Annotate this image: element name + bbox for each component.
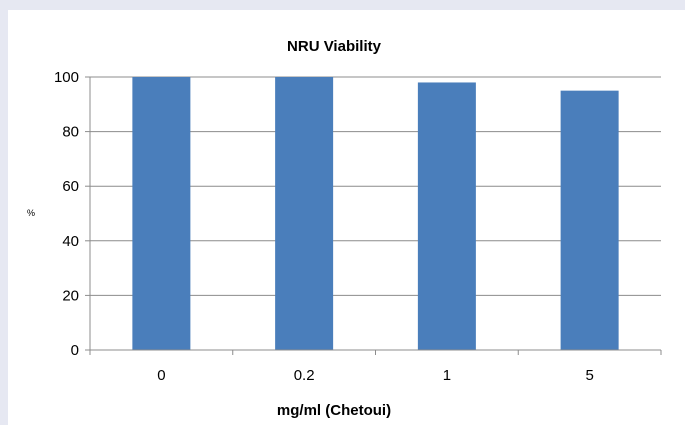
tick-labels: 0 20 40 60 80 100 0 0.2 1 5 (54, 69, 594, 384)
x-tick-label-0: 0 (157, 367, 165, 384)
y-tick-label-60: 60 (62, 178, 79, 195)
bar-1 (417, 82, 476, 351)
chart-title: NRU Viability (287, 38, 382, 55)
bars (132, 77, 619, 351)
y-tick-label-80: 80 (62, 124, 79, 141)
y-tick-label-100: 100 (54, 69, 79, 86)
x-tick-label-5: 5 (585, 367, 593, 384)
bar-chart: NRU Viability % mg/ml (Chetoui) 0 20 40 60 8… (27, 38, 662, 419)
x-axis-title: mg/ml (Chetoui) (277, 402, 391, 419)
y-axis-title: % (27, 208, 35, 218)
y-tick-label-0: 0 (71, 342, 79, 359)
bar-5 (560, 90, 619, 351)
bar-0.2 (275, 77, 334, 350)
x-tick-label-0.2: 0.2 (294, 367, 315, 384)
y-tick-label-20: 20 (62, 287, 79, 304)
y-tick-label-40: 40 (62, 233, 79, 250)
bar-0 (132, 77, 191, 350)
axes (85, 76, 662, 355)
chart-frame: NRU Viability % mg/ml (Chetoui) 0 20 40 60 8… (8, 10, 685, 425)
x-tick-label-1: 1 (443, 367, 451, 384)
